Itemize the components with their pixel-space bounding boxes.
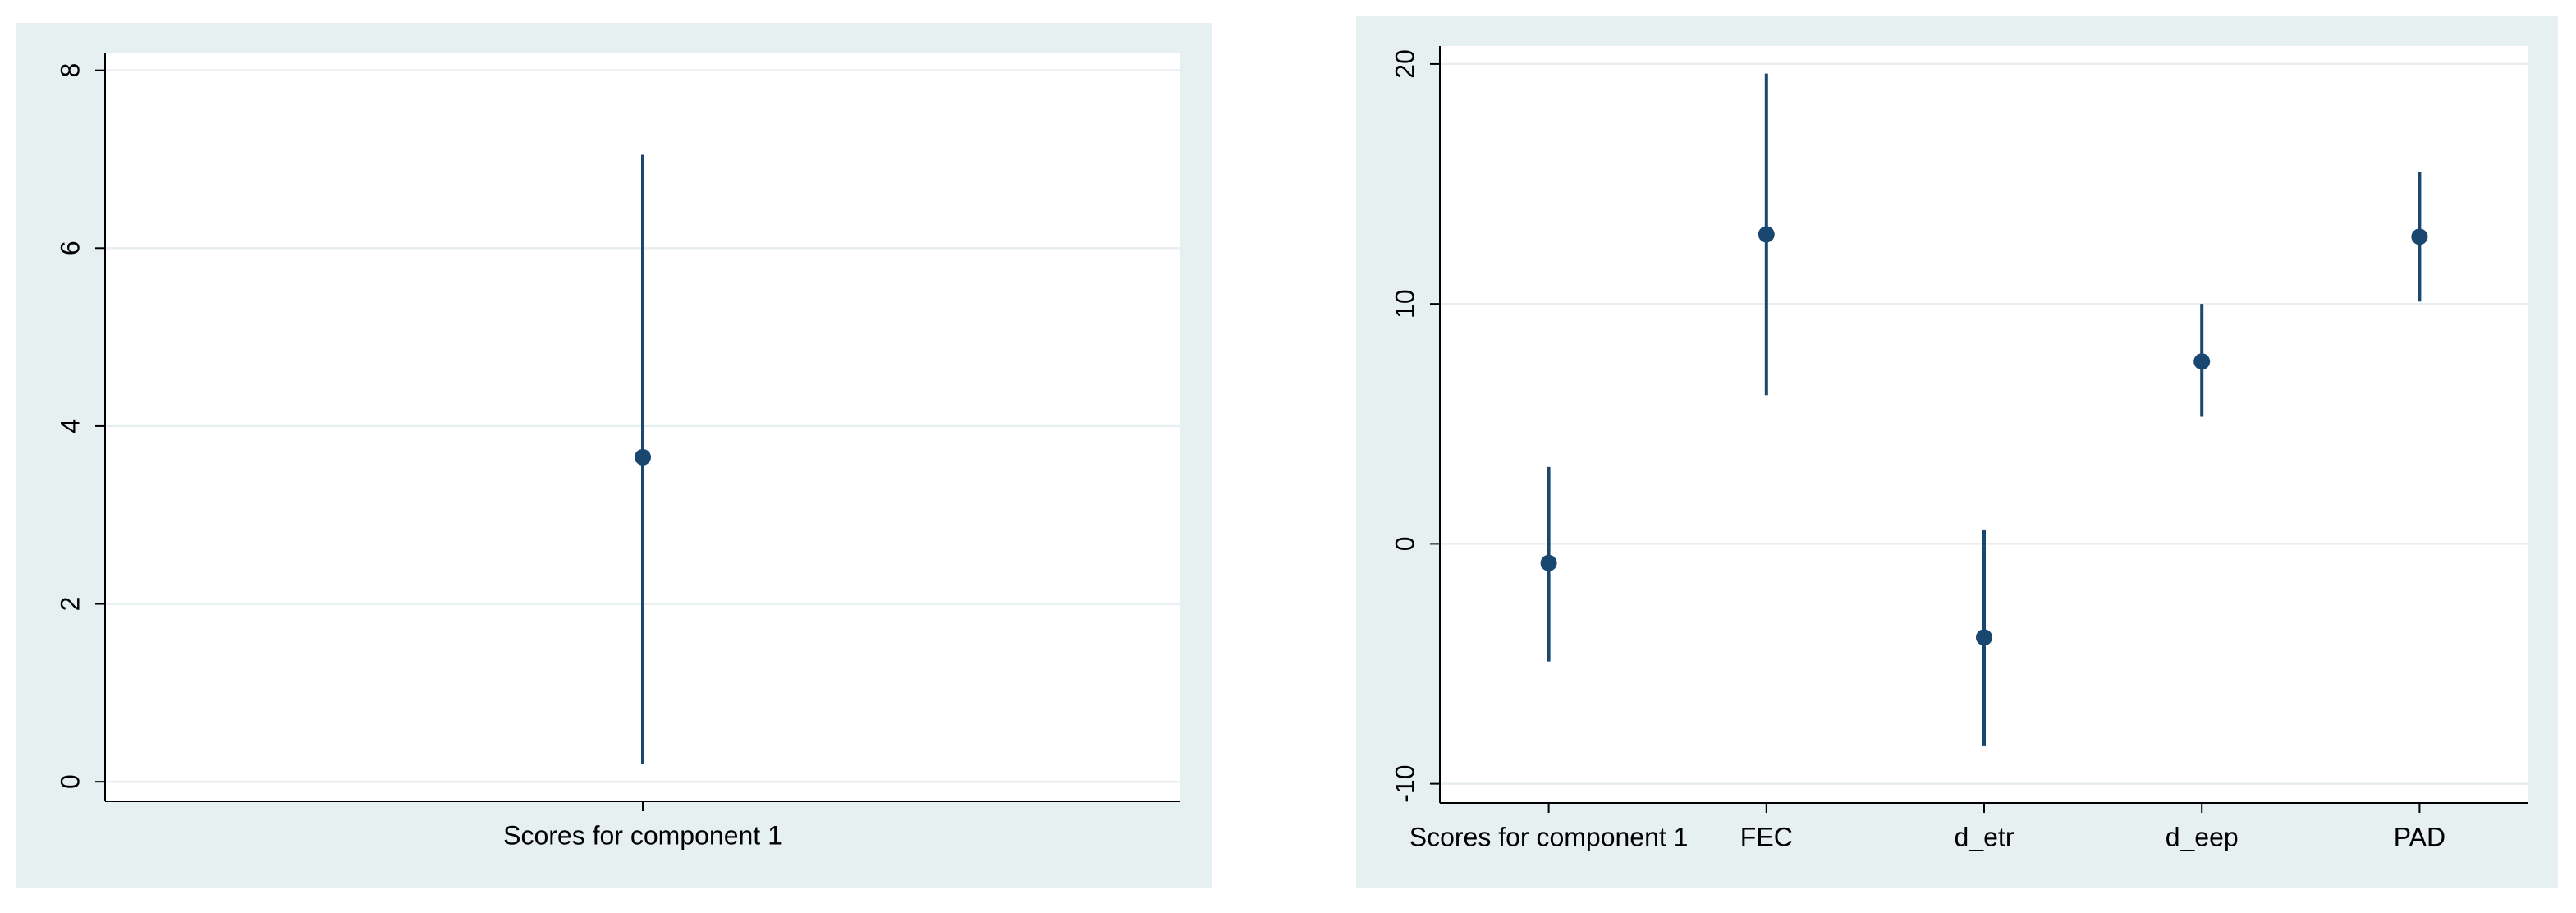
x-tick-label: Scores for component 1	[503, 820, 782, 850]
y-tick-label: 0	[1390, 536, 1419, 551]
y-tick-label: 6	[55, 241, 85, 255]
x-tick-label: FEC	[1740, 822, 1793, 851]
x-tick-label: PAD	[2394, 822, 2445, 851]
chart-panel: -10 0 10 20 Scores for component 1 FEC d_etr d_…	[1356, 16, 2558, 888]
point	[2411, 228, 2428, 245]
point	[635, 448, 651, 466]
y-tick-label: 10	[1390, 289, 1419, 319]
y-tick-label: 8	[55, 63, 85, 78]
y-tick-label: 2	[55, 597, 85, 612]
y-tick-label: -10	[1390, 764, 1419, 802]
point	[2193, 353, 2211, 370]
y-tick-label: 0	[55, 774, 85, 789]
x-tick-label: Scores for component 1	[1409, 822, 1689, 851]
point	[1758, 226, 1775, 243]
point	[1976, 629, 1992, 646]
x-tick-label: d_eep	[2166, 822, 2239, 851]
x-tick-label: d_etr	[1955, 822, 2015, 851]
chart-panel: 0 2 4 6 8 Scores for component 1	[16, 23, 1212, 888]
y-tick-label: 20	[1390, 49, 1419, 79]
y-tick-label: 4	[55, 419, 85, 434]
point	[1540, 554, 1557, 571]
